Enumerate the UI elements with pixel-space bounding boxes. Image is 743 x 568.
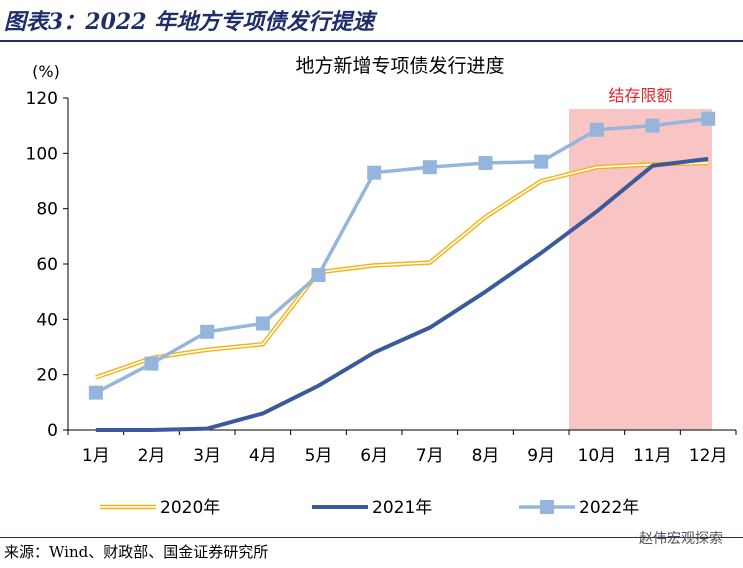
x-tick-label: 4月	[249, 446, 277, 466]
series-line-2021	[95, 156, 709, 432]
y-tick-label: 60	[36, 255, 58, 275]
chart-title: 地方新增专项债发行进度	[295, 55, 504, 77]
series-point-2022	[478, 156, 493, 171]
y-axis-label: (%)	[32, 62, 60, 81]
legend-marker-2022	[540, 500, 554, 514]
series-point-2022	[701, 111, 716, 126]
series-line-2020-inner	[95, 162, 709, 379]
legend-label: 2022年	[579, 498, 639, 518]
source-note: 来源：Wind、财政部、国金证券研究所	[4, 543, 269, 561]
y-tick-label: 80	[36, 200, 58, 220]
y-tick-label: 120	[26, 89, 58, 109]
watermark: 赵伟宏观探索	[639, 531, 723, 547]
x-tick-label: 2月	[138, 446, 166, 466]
title-rule	[0, 40, 743, 42]
bottom-rule	[0, 537, 743, 538]
figure-title: 图表3：2022 年地方专项债发行提速	[4, 9, 375, 35]
series-line-2022	[95, 117, 709, 395]
chart: 结存限额 地方新增专项债发行进度 (%) 0 20 40 60 80 100 120 1月 2月 3月 4…	[26, 55, 737, 518]
series-point-2022	[200, 324, 215, 339]
series-point-2022	[534, 154, 549, 169]
x-tick-label: 10月	[578, 446, 617, 466]
series-point-2022	[589, 122, 604, 137]
x-tick-label: 12月	[689, 446, 728, 466]
y-tick-label: 40	[36, 310, 58, 330]
series-point-2022	[367, 165, 382, 180]
x-tick-label: 6月	[360, 446, 388, 466]
y-tick-label: 0	[47, 421, 58, 441]
x-tick-label: 11月	[633, 446, 672, 466]
x-tick-label: 1月	[82, 446, 110, 466]
series-point-2022	[144, 356, 159, 371]
x-tick-label: 7月	[416, 446, 444, 466]
series-point-2022	[255, 316, 270, 331]
legend-label: 2020年	[160, 498, 220, 518]
series-point-2022	[88, 385, 103, 400]
y-tick-label: 100	[26, 144, 58, 164]
legend-label: 2021年	[372, 498, 432, 518]
highlight-region	[569, 109, 712, 431]
highlight-label: 结存限额	[608, 86, 672, 105]
x-tick-label: 9月	[527, 446, 555, 466]
series-point-2022	[645, 118, 660, 133]
y-tick-label: 20	[36, 366, 58, 386]
series-point-2022	[311, 268, 326, 283]
series-point-2022	[422, 160, 437, 175]
x-tick-label: 3月	[193, 446, 221, 466]
x-tick-label: 5月	[305, 446, 333, 466]
x-tick-label: 8月	[472, 446, 500, 466]
